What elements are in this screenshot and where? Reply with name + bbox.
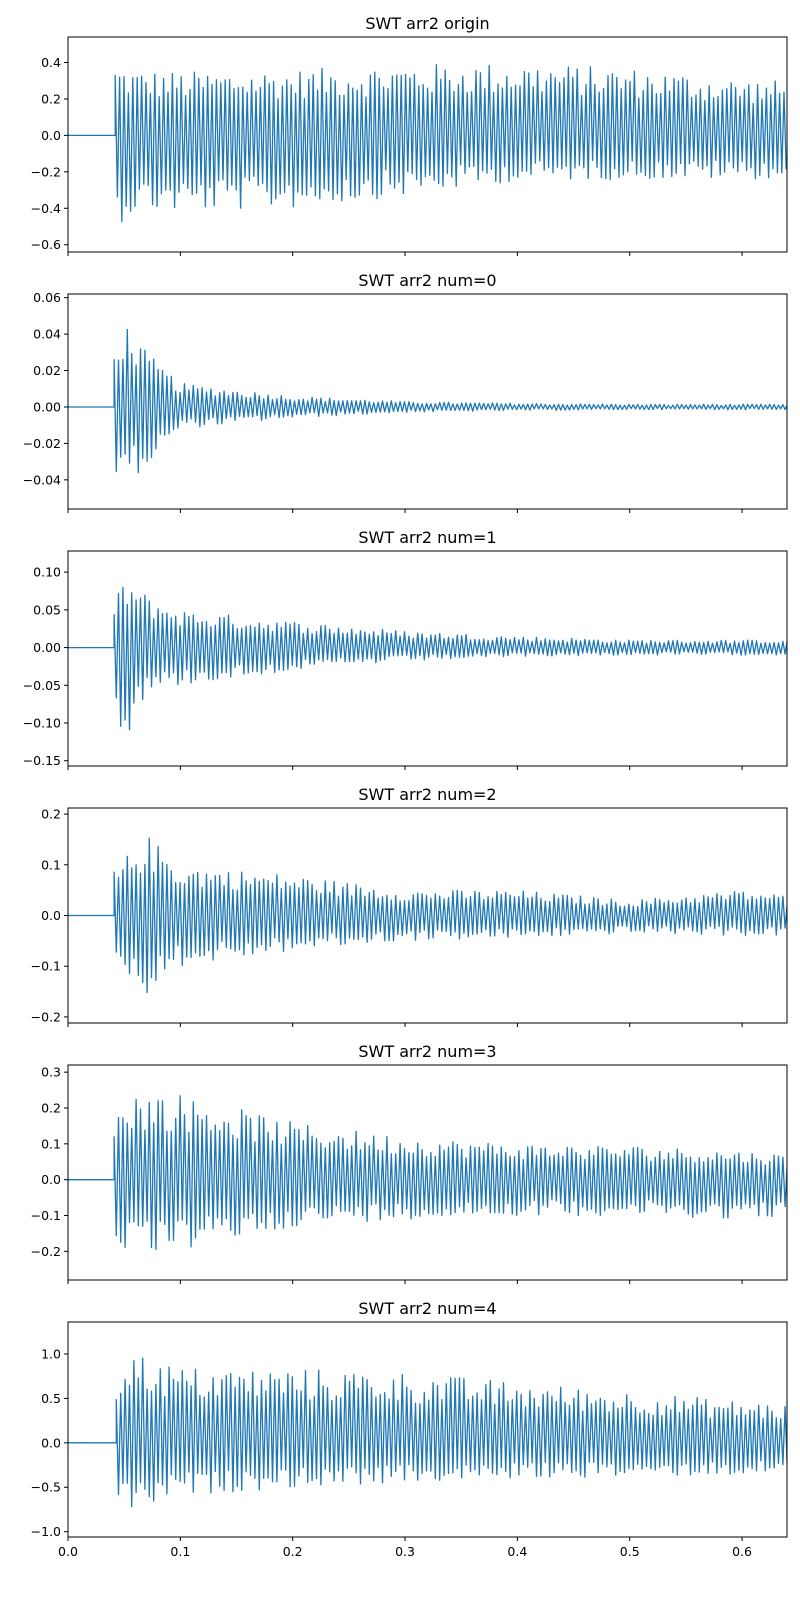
y-tick-label: 0.2 [41, 1101, 61, 1116]
y-tick-label: −0.2 [31, 1244, 61, 1259]
y-tick-label: −0.02 [23, 436, 61, 451]
y-tick-label: 0.02 [33, 363, 61, 378]
subplot-1: SWT arr2 num=0 0.06 0.04 0.02 0.00 −0.02 −0.04 [23, 271, 788, 513]
x-tick-label: 0.1 [170, 1544, 190, 1559]
y-tick-label: 0.3 [41, 1065, 61, 1080]
y-tick-label: 0.04 [33, 327, 61, 342]
y-tick-label: 0.00 [33, 399, 61, 414]
signal-line [68, 64, 787, 223]
subplot-title: SWT arr2 num=4 [358, 1299, 496, 1318]
x-tick-label: 0.4 [507, 1544, 527, 1559]
y-tick-label: −0.2 [31, 1009, 61, 1024]
y-tick-label: 0.2 [41, 807, 61, 822]
x-tick-label: 0.2 [283, 1544, 303, 1559]
subplot-0: SWT arr2 origin 0.4 0.2 0.0 −0.2 −0.4 −0.6 [31, 14, 788, 256]
y-tick-label: 0.1 [41, 857, 61, 872]
x-tick-label: 0.3 [395, 1544, 415, 1559]
subplot-title: SWT arr2 num=0 [358, 271, 496, 290]
y-tick-label: 0.0 [41, 1435, 61, 1450]
x-tick-label: 0.5 [620, 1544, 640, 1559]
x-tick-label: 0.6 [732, 1544, 752, 1559]
y-tick-label: −0.5 [31, 1480, 61, 1495]
y-tick-label: 0.10 [33, 565, 61, 580]
y-tick-label: 0.05 [33, 602, 61, 617]
axes-frame [67, 1064, 788, 1281]
signal-line [68, 328, 787, 474]
axes-frame [67, 1321, 788, 1538]
y-tick-label: −0.04 [23, 472, 61, 487]
y-tick-label: 0.0 [41, 128, 61, 143]
signal-line [68, 1357, 787, 1508]
y-tick-label: 0.0 [41, 1172, 61, 1187]
signal-line [68, 1095, 787, 1251]
y-tick-label: −0.05 [23, 678, 61, 693]
subplot-5: SWT arr2 num=4 1.0 0.5 0.0 −0.5 −1.0 0.0 0.1 0.2… [31, 1299, 788, 1559]
y-tick-label: 0.4 [41, 55, 61, 70]
y-tick-label: −0.6 [31, 237, 61, 252]
y-tick-label: −0.1 [31, 1208, 61, 1223]
y-tick-label: −0.1 [31, 959, 61, 974]
y-tick-label: 1.0 [41, 1346, 61, 1361]
subplot-4: SWT arr2 num=3 0.3 0.2 0.1 0.0 −0.1 −0.2 [31, 1042, 788, 1284]
subplot-title: SWT arr2 num=2 [358, 785, 496, 804]
y-tick-label: −0.2 [31, 164, 61, 179]
y-tick-label: −1.0 [31, 1524, 61, 1539]
axes-frame [67, 36, 788, 253]
y-tick-label: −0.4 [31, 201, 61, 216]
subplot-2: SWT arr2 num=1 0.10 0.05 0.00 −0.05 −0.10 −0.1… [23, 528, 788, 770]
y-tick-label: −0.10 [23, 716, 61, 731]
signal-line [68, 837, 787, 994]
subplot-title: SWT arr2 num=1 [358, 528, 496, 547]
y-tick-label: 0.2 [41, 91, 61, 106]
y-tick-label: 0.0 [41, 908, 61, 923]
y-tick-label: 0.1 [41, 1136, 61, 1151]
axes-frame [67, 293, 788, 510]
axes-frame [67, 550, 788, 767]
y-tick-label: 0.00 [33, 640, 61, 655]
y-tick-label: −0.15 [23, 753, 61, 768]
subplot-title: SWT arr2 origin [365, 14, 489, 33]
subplot-title: SWT arr2 num=3 [358, 1042, 496, 1061]
x-tick-label: 0.0 [58, 1544, 78, 1559]
y-tick-label: 0.5 [41, 1391, 61, 1406]
subplot-3: SWT arr2 num=2 0.2 0.1 0.0 −0.1 −0.2 [31, 785, 788, 1027]
signal-line [68, 586, 787, 731]
y-tick-label: 0.06 [33, 290, 61, 305]
